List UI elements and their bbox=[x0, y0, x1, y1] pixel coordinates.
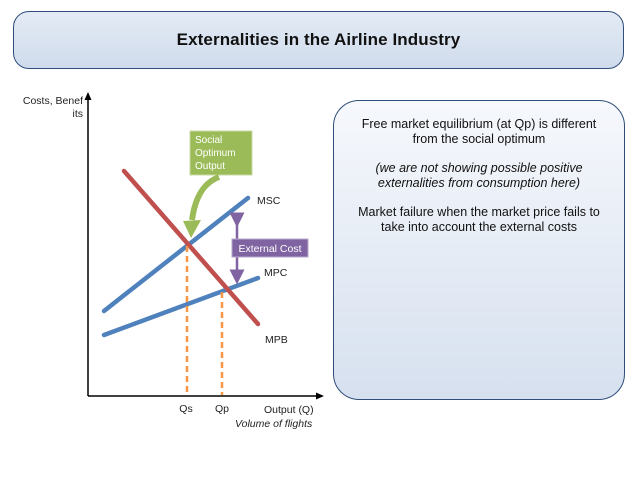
page-title: Externalities in the Airline Industry bbox=[176, 30, 461, 49]
mpc-label: MPC bbox=[264, 267, 288, 279]
social-optimum-label-2: Optimum bbox=[195, 148, 236, 159]
social-optimum-arrow-icon bbox=[189, 174, 221, 221]
social-optimum-label-3: Output bbox=[195, 161, 225, 172]
qp-label: Qp bbox=[215, 403, 229, 415]
msc-label: MSC bbox=[257, 195, 281, 207]
msc-curve bbox=[101, 195, 251, 314]
mpb-label: MPB bbox=[265, 334, 288, 346]
y-axis-arrow-icon bbox=[84, 92, 92, 100]
info-text-note: (we are not showing possible positive ex… bbox=[375, 161, 583, 190]
x-axis-sublabel: Volume of flights bbox=[235, 418, 313, 430]
y-axis-label-line1: Costs, Benef bbox=[23, 95, 83, 107]
y-axis-label-line2: its bbox=[73, 108, 84, 120]
social-optimum-box bbox=[189, 130, 253, 176]
social-optimum-label-1: Social bbox=[195, 135, 222, 146]
x-axis-label: Output (Q) bbox=[264, 404, 314, 416]
info-text-market-failure: Market failure when the market price fai… bbox=[358, 205, 600, 234]
title-banner: Externalities in the Airline Industry bbox=[13, 11, 624, 69]
x-axis-arrow-icon bbox=[316, 392, 324, 400]
external-cost-box bbox=[231, 238, 309, 258]
social-optimum-arrowhead-icon bbox=[183, 220, 201, 238]
qs-label: Qs bbox=[179, 403, 192, 415]
mpc-curve bbox=[101, 275, 261, 338]
mpb-curve bbox=[121, 168, 261, 327]
external-cost-label: External Cost bbox=[238, 243, 301, 255]
info-text-equilibrium: Free market equilibrium (at Qp) is diffe… bbox=[361, 117, 597, 146]
info-box: Free market equilibrium (at Qp) is diffe… bbox=[333, 100, 625, 400]
